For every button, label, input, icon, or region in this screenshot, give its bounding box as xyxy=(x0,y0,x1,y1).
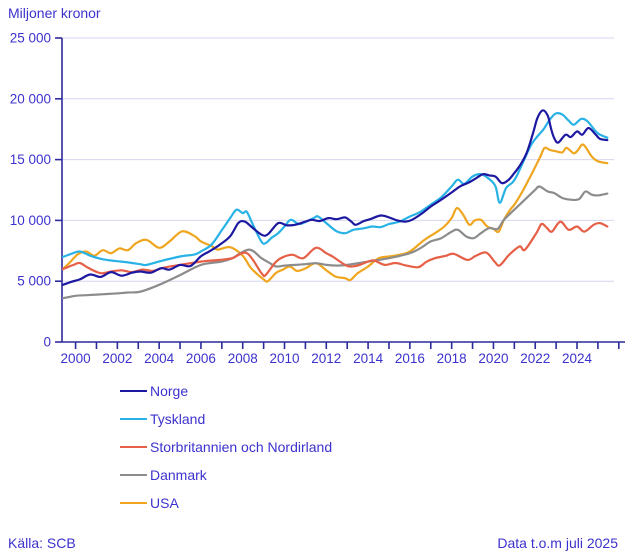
x-tick-label: 2002 xyxy=(102,351,132,366)
x-tick-label: 2004 xyxy=(144,351,175,366)
line-chart-plot: 0 5 000 10 000 15 000 20 000 25 000 2000 2002 20… xyxy=(10,31,625,366)
x-tick-label: 2008 xyxy=(228,351,258,366)
legend-label-usa: USA xyxy=(150,495,179,511)
chart-legend: Norge Tyskland Storbritannien och Nordirla… xyxy=(120,377,332,517)
legend-label-danmark: Danmark xyxy=(150,467,207,483)
legend-label-storbritannien: Storbritannien och Nordirland xyxy=(150,439,333,455)
legend-item-danmark[interactable]: Danmark xyxy=(120,461,332,489)
y-tick-label: 10 000 xyxy=(10,213,51,228)
chart-title: Miljoner kronor xyxy=(8,5,101,21)
legend-item-norge[interactable]: Norge xyxy=(120,377,332,405)
chart-line-usa xyxy=(61,143,609,283)
legend-label-norge: Norge xyxy=(150,383,189,399)
legend-swatch-storbritannien xyxy=(120,446,147,448)
legend-item-tyskland[interactable]: Tyskland xyxy=(120,405,332,433)
legend-swatch-tyskland xyxy=(120,418,147,420)
x-tick-label: 2000 xyxy=(61,351,91,366)
data-note-label: Data t.o.m juli 2025 xyxy=(497,535,618,551)
x-tick-label: 2016 xyxy=(395,351,425,366)
source-label: Källa: SCB xyxy=(8,535,76,551)
y-tick-label: 20 000 xyxy=(10,91,51,106)
x-tick-label: 2018 xyxy=(437,351,467,366)
legend-label-tyskland: Tyskland xyxy=(150,411,206,427)
x-tick-label: 2020 xyxy=(478,351,508,366)
y-tick-label: 15 000 xyxy=(10,152,51,167)
x-tick-label: 2010 xyxy=(269,351,299,366)
x-tick-label: 2014 xyxy=(353,351,384,366)
legend-swatch-usa xyxy=(120,502,147,504)
chart-line-danmark xyxy=(61,185,609,300)
x-tick-label: 2012 xyxy=(311,351,341,366)
x-tick-label: 2022 xyxy=(520,351,550,366)
x-tick-label: 2024 xyxy=(562,351,593,366)
x-tick-label: 2006 xyxy=(186,351,216,366)
chart-line-norge xyxy=(61,109,609,286)
legend-swatch-norge xyxy=(120,390,147,392)
legend-item-storbritannien[interactable]: Storbritannien och Nordirland xyxy=(120,433,332,461)
legend-item-usa[interactable]: USA xyxy=(120,489,332,517)
y-tick-label: 0 xyxy=(43,335,51,350)
chart-line-tyskland xyxy=(61,111,609,267)
y-tick-label: 25 000 xyxy=(10,31,51,46)
y-tick-label: 5 000 xyxy=(17,274,51,289)
legend-swatch-danmark xyxy=(120,474,147,476)
